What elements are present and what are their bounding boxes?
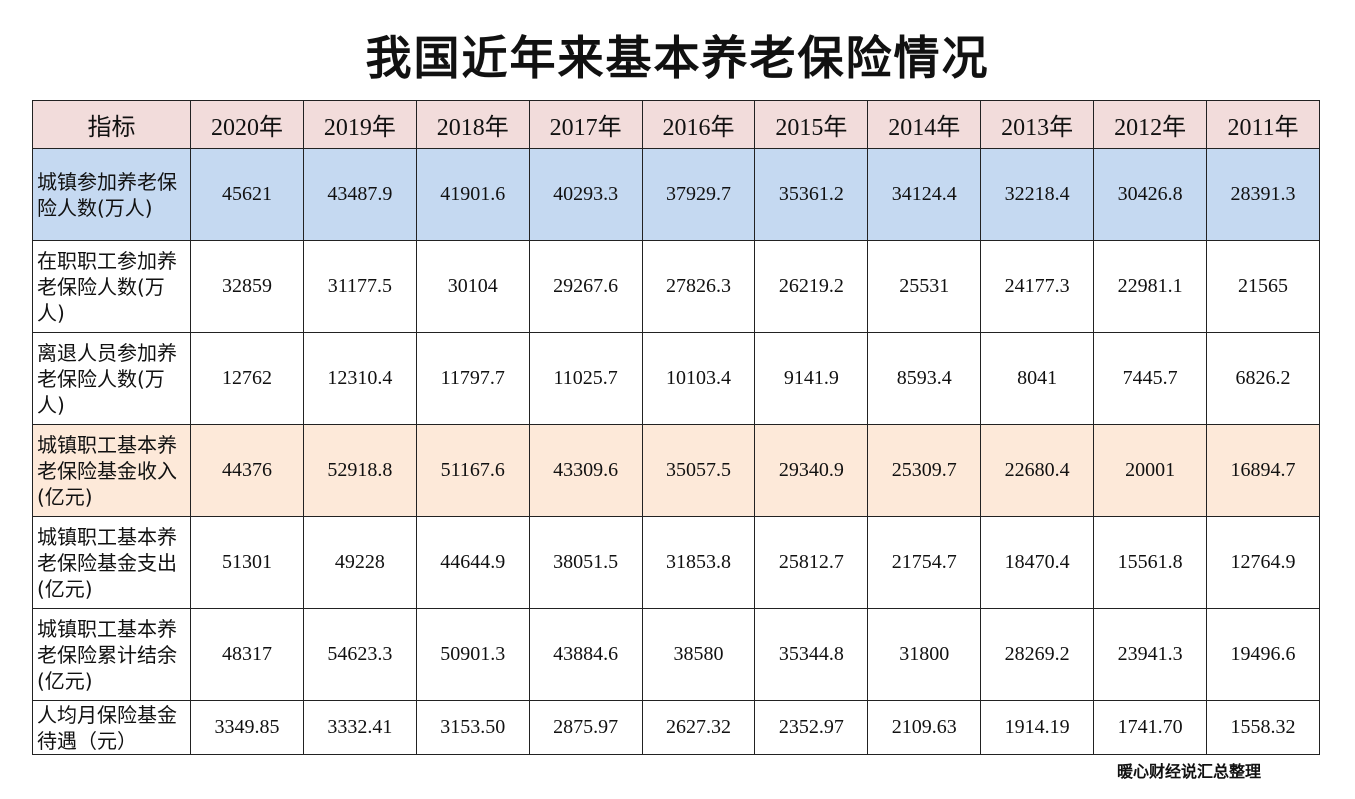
table-cell: 31177.5 [302, 240, 417, 333]
table-cell: 27826.3 [641, 240, 756, 333]
table-cell: 26219.2 [754, 240, 869, 333]
table-cell: 30426.8 [1093, 148, 1208, 241]
header-row: 指标 2020年 2019年 2018年 2017年 2016年 2015年 2014年 201… [32, 100, 1320, 149]
table-cell: 31853.8 [641, 516, 756, 609]
table-cell: 50901.3 [415, 608, 530, 701]
table-cell: 21754.7 [867, 516, 982, 609]
table-row: 人均月保险基金待遇（元） 3349.85 3332.41 3153.50 2875.97… [32, 700, 1320, 755]
table-cell: 16894.7 [1206, 424, 1320, 517]
table-cell: 38051.5 [528, 516, 643, 609]
table-cell: 38580 [641, 608, 756, 701]
table-row: 城镇职工基本养老保险基金支出(亿元) 51301 49228 44644.9 38051… [32, 516, 1320, 609]
page-title: 我国近年来基本养老保险情况 [365, 31, 990, 85]
table-cell: 6826.2 [1206, 332, 1320, 425]
table-cell: 8041 [980, 332, 1095, 425]
table-cell: 11797.7 [415, 332, 530, 425]
table-cell: 1741.70 [1093, 700, 1208, 755]
table-cell: 28391.3 [1206, 148, 1320, 241]
table-row: 城镇参加养老保险人数(万人) 45621 43487.9 41901.6 40293.3… [32, 148, 1320, 241]
table-cell: 12310.4 [302, 332, 417, 425]
table-row: 在职职工参加养老保险人数(万人) 32859 31177.5 30104 29267.6… [32, 240, 1320, 333]
header-year: 2012年 [1093, 100, 1208, 149]
source-note: 暖心财经说汇总整理 [1117, 762, 1262, 781]
table-cell: 2352.97 [754, 700, 869, 755]
table-cell: 1914.19 [980, 700, 1095, 755]
table-cell: 43884.6 [528, 608, 643, 701]
row-label: 城镇参加养老保险人数(万人) [32, 148, 191, 241]
header-year: 2016年 [641, 100, 756, 149]
table-cell: 35361.2 [754, 148, 869, 241]
table-cell: 43309.6 [528, 424, 643, 517]
table-cell: 28269.2 [980, 608, 1095, 701]
table-cell: 32859 [190, 240, 304, 333]
table-cell: 29267.6 [528, 240, 643, 333]
table-cell: 45621 [190, 148, 304, 241]
table-cell: 2109.63 [867, 700, 982, 755]
table-cell: 25531 [867, 240, 982, 333]
table-cell: 11025.7 [528, 332, 643, 425]
table-cell: 2875.97 [528, 700, 643, 755]
table-cell: 37929.7 [641, 148, 756, 241]
table-cell: 22981.1 [1093, 240, 1208, 333]
table-cell: 51301 [190, 516, 304, 609]
table-cell: 23941.3 [1093, 608, 1208, 701]
table-cell: 41901.6 [415, 148, 530, 241]
header-year: 2015年 [754, 100, 869, 149]
table-cell: 31800 [867, 608, 982, 701]
header-year: 2011年 [1206, 100, 1320, 149]
table-cell: 49228 [302, 516, 417, 609]
header-year: 2013年 [980, 100, 1095, 149]
table-cell: 35344.8 [754, 608, 869, 701]
table-cell: 3349.85 [190, 700, 304, 755]
table-cell: 1558.32 [1206, 700, 1320, 755]
table-cell: 44376 [190, 424, 304, 517]
header-indicator: 指标 [32, 100, 191, 149]
table-cell: 43487.9 [302, 148, 417, 241]
table-cell: 52918.8 [302, 424, 417, 517]
table-row: 城镇职工基本养老保险基金收入(亿元) 44376 52918.8 51167.6 433… [32, 424, 1320, 517]
table-cell: 25309.7 [867, 424, 982, 517]
table-cell: 40293.3 [528, 148, 643, 241]
row-label: 城镇职工基本养老保险基金支出(亿元) [32, 516, 191, 609]
row-label: 在职职工参加养老保险人数(万人) [32, 240, 191, 333]
table-cell: 22680.4 [980, 424, 1095, 517]
table-cell: 2627.32 [641, 700, 756, 755]
table-cell: 20001 [1093, 424, 1208, 517]
table-cell: 34124.4 [867, 148, 982, 241]
table-cell: 19496.6 [1206, 608, 1320, 701]
table-cell: 3153.50 [415, 700, 530, 755]
table-cell: 12764.9 [1206, 516, 1320, 609]
table-cell: 51167.6 [415, 424, 530, 517]
header-year: 2018年 [415, 100, 530, 149]
row-label: 城镇职工基本养老保险累计结余(亿元) [32, 608, 191, 701]
header-year: 2020年 [190, 100, 304, 149]
table-cell: 21565 [1206, 240, 1320, 333]
row-label: 人均月保险基金待遇（元） [32, 700, 191, 755]
table-cell: 18470.4 [980, 516, 1095, 609]
table-row: 城镇职工基本养老保险累计结余(亿元) 48317 54623.3 50901.3 438… [32, 608, 1320, 701]
table-row: 离退人员参加养老保险人数(万人) 12762 12310.4 11797.7 11025… [32, 332, 1320, 425]
table-cell: 7445.7 [1093, 332, 1208, 425]
table-cell: 24177.3 [980, 240, 1095, 333]
pension-table: 指标 2020年 2019年 2018年 2017年 2016年 2015年 2014年 201… [32, 100, 1320, 755]
table-cell: 32218.4 [980, 148, 1095, 241]
row-label: 离退人员参加养老保险人数(万人) [32, 332, 191, 425]
table-cell: 15561.8 [1093, 516, 1208, 609]
table-cell: 44644.9 [415, 516, 530, 609]
table-cell: 9141.9 [754, 332, 869, 425]
table-cell: 10103.4 [641, 332, 756, 425]
table-cell: 35057.5 [641, 424, 756, 517]
table-cell: 30104 [415, 240, 530, 333]
header-year: 2014年 [867, 100, 982, 149]
row-label: 城镇职工基本养老保险基金收入(亿元) [32, 424, 191, 517]
table-cell: 54623.3 [302, 608, 417, 701]
table-cell: 3332.41 [302, 700, 417, 755]
table-cell: 12762 [190, 332, 304, 425]
table-cell: 48317 [190, 608, 304, 701]
header-year: 2019年 [302, 100, 417, 149]
header-year: 2017年 [528, 100, 643, 149]
table-cell: 8593.4 [867, 332, 982, 425]
table-cell: 25812.7 [754, 516, 869, 609]
table-cell: 29340.9 [754, 424, 869, 517]
